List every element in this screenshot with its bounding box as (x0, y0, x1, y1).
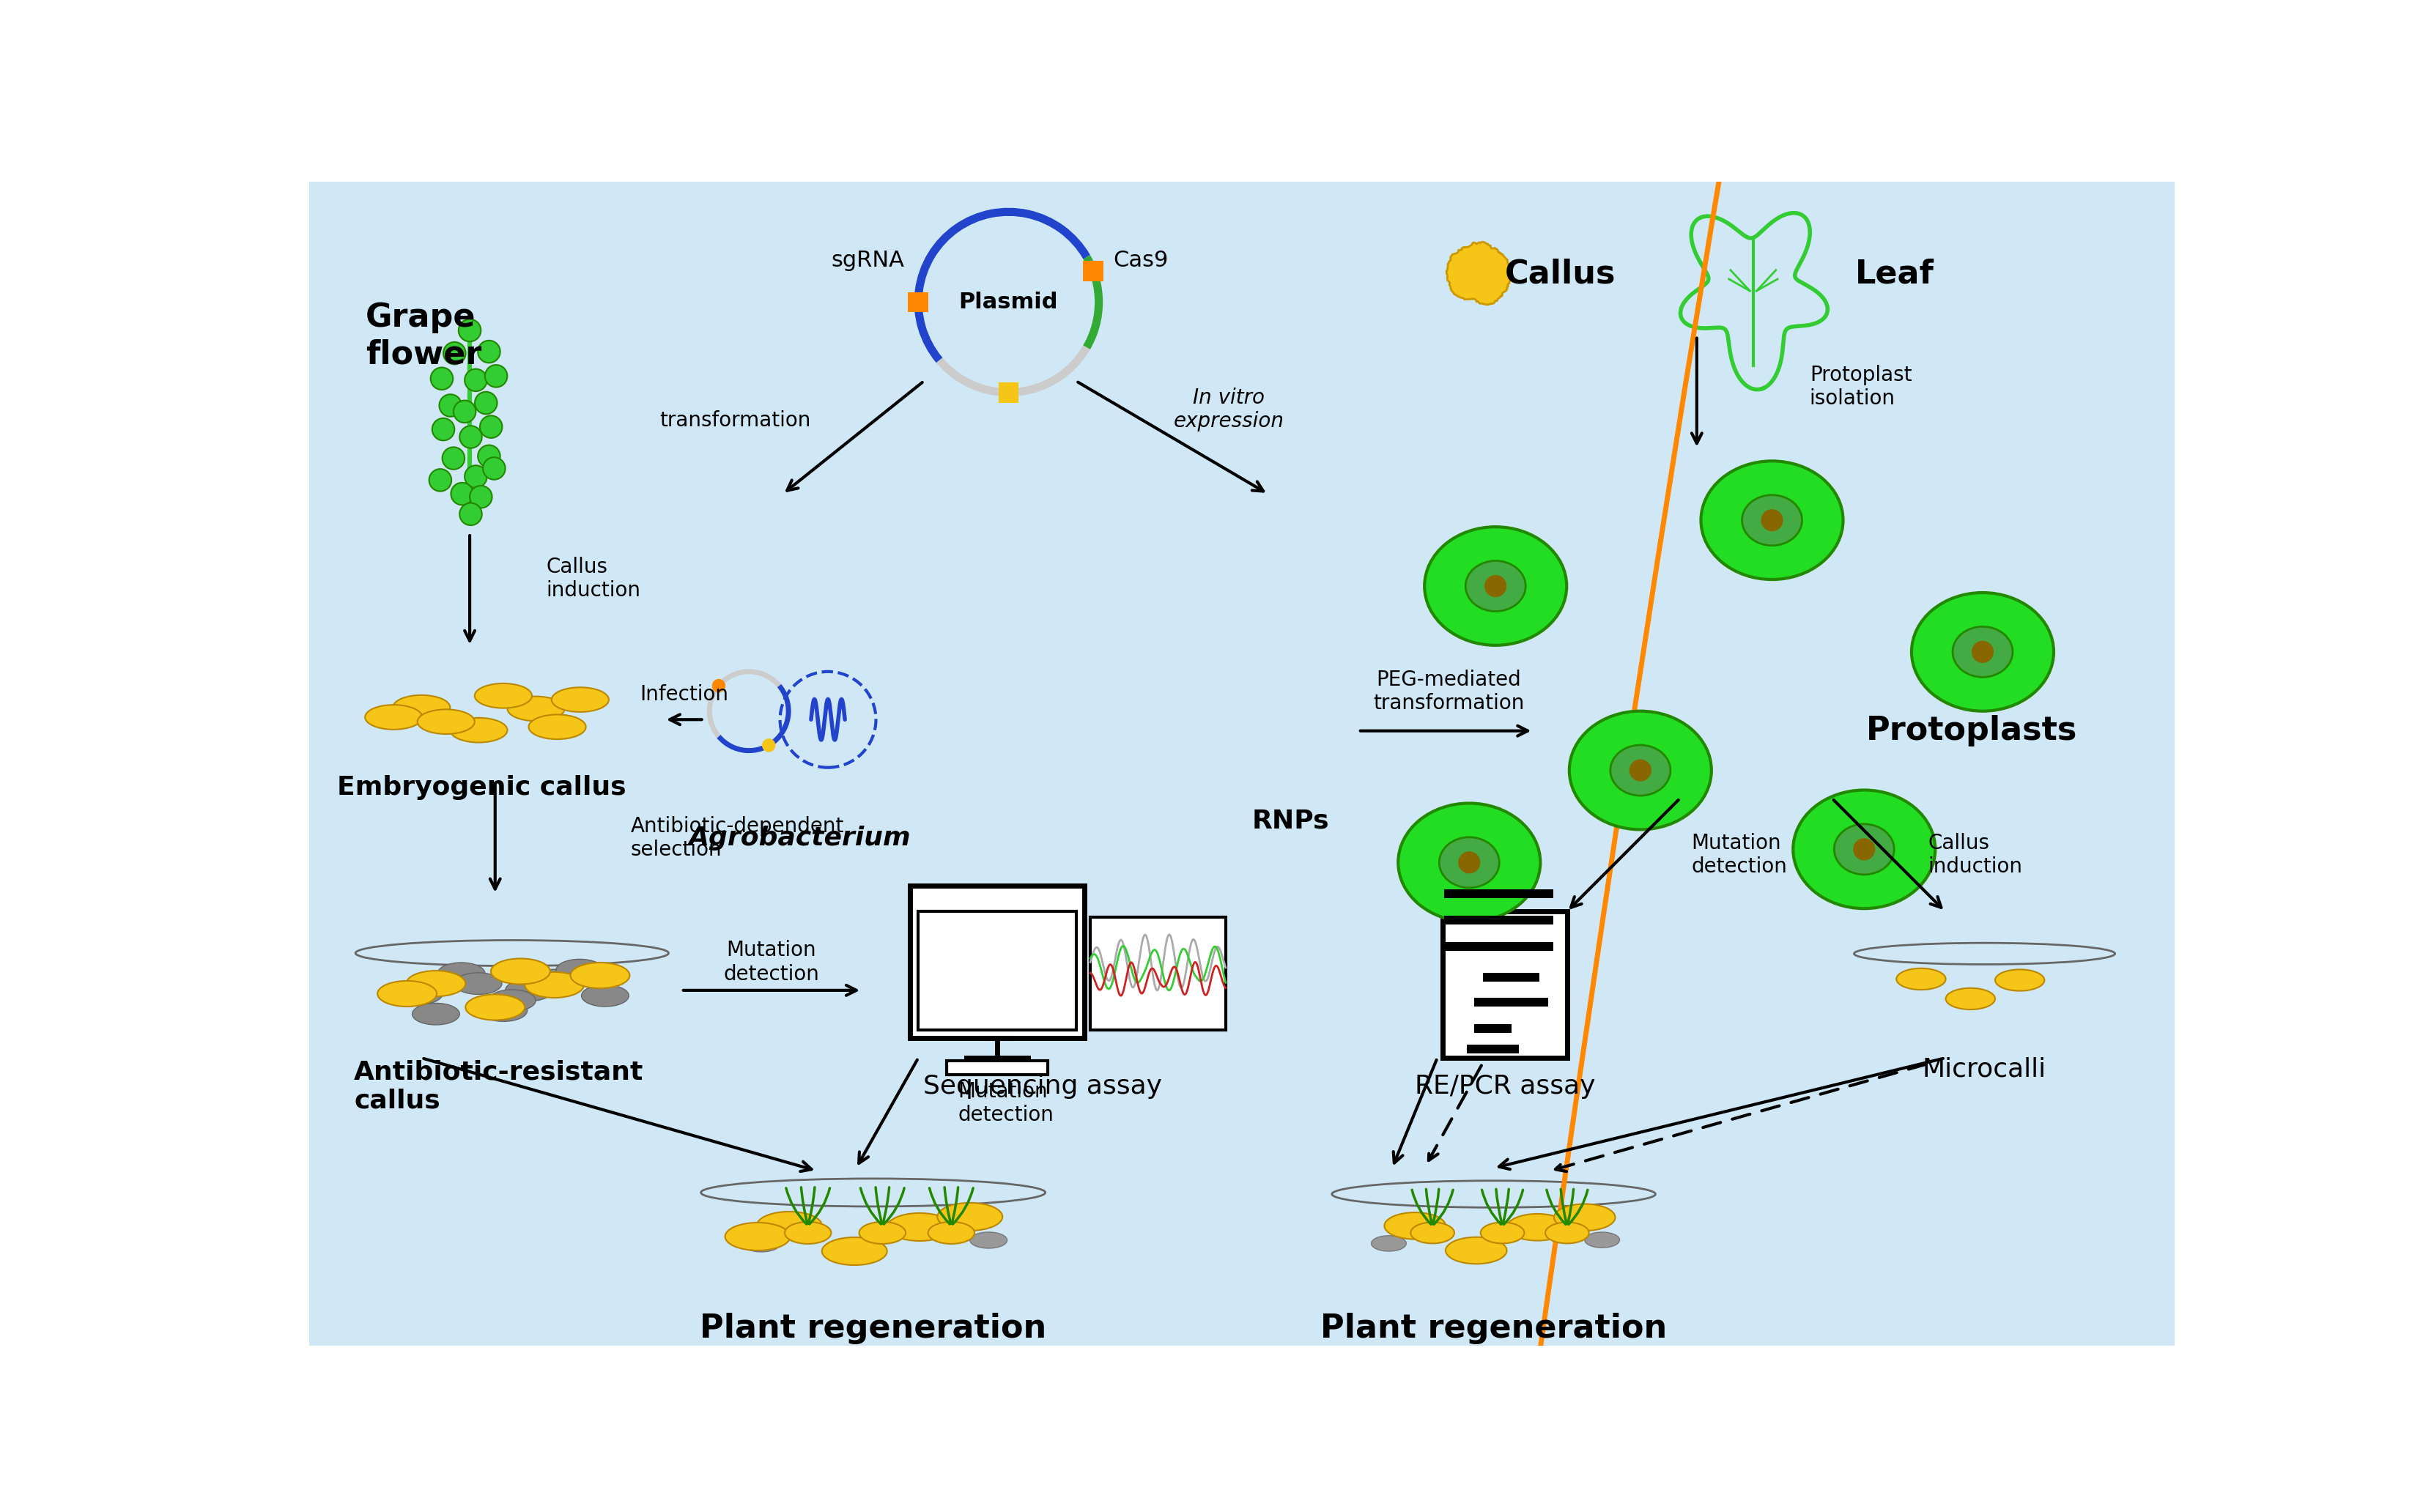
Text: Agrobacterium: Agrobacterium (688, 826, 911, 850)
Text: sgRNA: sgRNA (831, 249, 904, 271)
Bar (998, 383, 1018, 402)
Ellipse shape (439, 963, 485, 984)
Ellipse shape (1318, 1163, 1669, 1303)
Ellipse shape (1585, 1232, 1619, 1247)
Circle shape (1485, 575, 1507, 597)
Text: Callus: Callus (1505, 259, 1616, 290)
Ellipse shape (928, 1222, 974, 1244)
Ellipse shape (1466, 561, 1526, 611)
Text: Protoplasts: Protoplasts (1866, 715, 2077, 747)
Circle shape (1854, 838, 1875, 860)
Text: In vitro
expression: In vitro expression (1173, 387, 1284, 431)
Ellipse shape (1994, 969, 2045, 990)
Text: Mutation
detection: Mutation detection (1691, 833, 1788, 877)
Ellipse shape (744, 1235, 780, 1252)
Ellipse shape (1912, 593, 2055, 711)
Circle shape (485, 364, 506, 387)
Circle shape (453, 401, 475, 423)
Text: Callus
induction: Callus induction (1929, 833, 2023, 877)
Ellipse shape (456, 972, 502, 995)
Ellipse shape (1897, 968, 1946, 990)
Ellipse shape (1447, 1237, 1507, 1264)
Circle shape (1972, 641, 1994, 662)
Text: Embryogenic callus: Embryogenic callus (337, 774, 625, 800)
Bar (1444, 912, 1568, 1058)
Ellipse shape (1459, 1246, 1493, 1263)
Ellipse shape (1546, 1222, 1589, 1243)
Ellipse shape (938, 1204, 1003, 1231)
Ellipse shape (366, 705, 422, 729)
Ellipse shape (1371, 1235, 1405, 1252)
Circle shape (470, 485, 492, 508)
Ellipse shape (1611, 745, 1669, 795)
Ellipse shape (1834, 824, 1895, 874)
Ellipse shape (887, 1213, 952, 1241)
Ellipse shape (528, 715, 586, 739)
Circle shape (712, 679, 724, 692)
Text: Microcalli: Microcalli (1921, 1057, 2047, 1081)
Polygon shape (1447, 242, 1512, 305)
Ellipse shape (412, 1002, 460, 1025)
Ellipse shape (569, 963, 630, 989)
Text: Mutation
detection: Mutation detection (724, 940, 819, 984)
Ellipse shape (1844, 928, 2125, 1042)
Text: Mutation
detection: Mutation detection (957, 1081, 1054, 1125)
Ellipse shape (506, 980, 552, 1001)
Circle shape (443, 342, 465, 364)
Ellipse shape (1570, 711, 1711, 830)
Ellipse shape (332, 649, 659, 779)
Circle shape (1459, 851, 1480, 874)
Ellipse shape (836, 1247, 872, 1263)
Ellipse shape (1793, 791, 1936, 909)
Circle shape (761, 738, 775, 751)
Ellipse shape (1384, 1213, 1447, 1240)
Bar (1083, 262, 1102, 281)
Text: PEG-mediated
transformation: PEG-mediated transformation (1374, 670, 1524, 714)
Ellipse shape (465, 995, 526, 1021)
Circle shape (477, 445, 499, 467)
Ellipse shape (480, 999, 528, 1022)
Ellipse shape (526, 972, 584, 998)
Circle shape (465, 466, 487, 488)
Ellipse shape (1439, 838, 1500, 888)
Circle shape (475, 392, 497, 414)
Ellipse shape (342, 922, 681, 1058)
Ellipse shape (724, 1223, 790, 1250)
Circle shape (482, 457, 506, 479)
Text: Antibiotic-dependent
selection: Antibiotic-dependent selection (630, 816, 843, 860)
Text: Callus
induction: Callus induction (545, 556, 640, 600)
Text: Plasmid: Plasmid (960, 292, 1059, 313)
Ellipse shape (1946, 987, 1994, 1010)
Bar (947, 1061, 1049, 1075)
Bar (1444, 916, 1553, 925)
Bar (1444, 942, 1553, 951)
Circle shape (429, 469, 451, 491)
Circle shape (460, 426, 482, 448)
Ellipse shape (688, 1160, 1059, 1306)
Circle shape (465, 369, 487, 392)
Ellipse shape (957, 1207, 993, 1223)
Bar (909, 886, 1086, 1039)
Ellipse shape (821, 1237, 887, 1266)
FancyBboxPatch shape (695, 638, 904, 801)
Text: RNPs: RNPs (1253, 809, 1330, 833)
Ellipse shape (395, 983, 443, 1004)
Ellipse shape (1425, 526, 1568, 646)
Circle shape (480, 416, 502, 438)
Circle shape (439, 395, 463, 417)
Ellipse shape (451, 718, 506, 742)
Ellipse shape (417, 709, 475, 733)
Text: Plant regeneration: Plant regeneration (1321, 1312, 1667, 1344)
Bar (1466, 1045, 1519, 1054)
Ellipse shape (785, 1222, 831, 1244)
Bar (1444, 889, 1553, 898)
Circle shape (431, 367, 453, 390)
Ellipse shape (582, 984, 630, 1007)
Text: transformation: transformation (659, 410, 812, 431)
Ellipse shape (756, 1211, 821, 1240)
Circle shape (1762, 510, 1783, 531)
Ellipse shape (969, 1232, 1008, 1249)
Text: Protoplast
isolation: Protoplast isolation (1810, 364, 1912, 408)
Bar (918, 912, 1076, 1030)
